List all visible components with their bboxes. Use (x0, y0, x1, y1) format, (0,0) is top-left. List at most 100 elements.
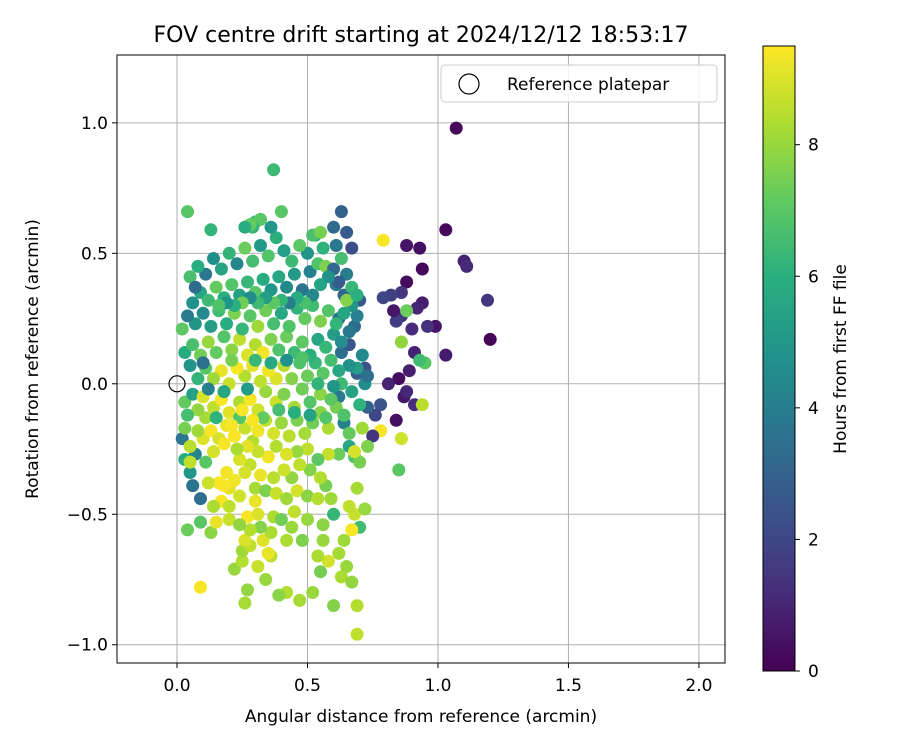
scatter-point (334, 335, 348, 349)
scatter-point (345, 523, 359, 537)
colorbar-gradient (762, 45, 796, 672)
scatter-point (306, 586, 320, 599)
scatter-point (389, 314, 403, 328)
scatter-point (324, 353, 338, 367)
scatter-point (350, 481, 364, 495)
legend-box (440, 64, 718, 103)
scatter-point (361, 369, 374, 383)
scatter-point (483, 332, 497, 346)
scatter-point (274, 306, 288, 320)
scatter-point (311, 453, 325, 466)
scatter-point (272, 270, 286, 284)
scatter-point (348, 445, 361, 459)
scatter-point (201, 476, 215, 490)
scatter-point (285, 520, 299, 534)
scatter-point (342, 426, 356, 440)
scatter-point (241, 583, 254, 597)
scatter-point (361, 439, 374, 453)
scatter-point (295, 382, 309, 396)
scatter-point (191, 259, 205, 273)
scatter-point (321, 304, 335, 318)
scatter-point (230, 442, 244, 456)
scatter-point (405, 322, 419, 336)
scatter-point (227, 429, 241, 443)
scatter-point (201, 293, 215, 307)
scatter-point (188, 280, 202, 294)
scatter-point (350, 309, 364, 323)
scatter-point (233, 489, 247, 503)
x-tick-label: 0.0 (163, 676, 190, 696)
scatter-point (251, 445, 265, 459)
scatter-point (394, 286, 408, 299)
scatter-point (374, 398, 388, 412)
scatter-point (366, 429, 380, 443)
x-axis-ticks: 0.0 0.5 1.0 1.5 2.0 (163, 663, 712, 696)
scatter-point (222, 513, 236, 526)
scatter-point (269, 486, 283, 500)
scatter-point (194, 515, 207, 529)
scatter-point (301, 489, 314, 503)
scatter-point (400, 385, 414, 399)
scatter-point (175, 432, 189, 446)
scatter-point (282, 429, 296, 443)
scatter-point (214, 262, 228, 276)
scatter-point (334, 570, 348, 584)
scatter-point (207, 499, 220, 513)
scatter-point (340, 293, 354, 307)
scatter-point (183, 455, 197, 469)
scatter-point (410, 301, 424, 315)
scatter-point (400, 304, 414, 318)
scatter-point (285, 254, 299, 268)
scatter-point (225, 278, 239, 292)
x-tick-label: 2.0 (685, 676, 712, 696)
scatter-point (277, 463, 291, 477)
scatter-point (334, 252, 348, 265)
scatter-point (376, 233, 390, 247)
scatter-point (204, 223, 218, 237)
scatter-point (327, 220, 341, 234)
scatter-point (183, 359, 197, 372)
scatter-point (261, 249, 275, 263)
legend-marker-icon (458, 73, 480, 95)
scatter-point (321, 554, 335, 568)
scatter-point (212, 299, 226, 312)
scatter-point (314, 565, 327, 579)
scatter-point (191, 372, 205, 386)
scatter-point (481, 293, 494, 307)
scatter-point (387, 304, 401, 318)
reference-marker (168, 375, 186, 393)
scatter-point (230, 257, 244, 271)
scatter-point (222, 246, 236, 260)
scatter-point (207, 372, 220, 386)
scatter-point (319, 411, 333, 425)
scatter-point (295, 351, 309, 365)
colorbar-tick-label: 0 (808, 662, 819, 682)
scatter-point (194, 580, 207, 594)
scatter-point (178, 395, 192, 409)
scatter-point (334, 346, 348, 359)
scatter-point (274, 205, 288, 219)
scatter-point (241, 439, 254, 453)
scatter-point (324, 492, 338, 506)
scatter-point (272, 343, 286, 357)
scatter-point (204, 424, 218, 438)
scatter-point (209, 515, 223, 529)
y-tick-label: −0.5 (67, 505, 108, 525)
scatter-point (259, 385, 273, 399)
scatter-point (256, 533, 270, 547)
scatter-point (186, 338, 200, 352)
scatter-point (316, 241, 330, 255)
scatter-point (295, 533, 309, 547)
scatter-point (316, 518, 330, 532)
scatter-point (460, 259, 474, 273)
scatter-point (277, 244, 291, 258)
scatter-point (243, 523, 257, 537)
scatter-point (301, 513, 314, 526)
scatter-point (241, 275, 254, 289)
scatter-point (256, 272, 270, 286)
scatter-point (238, 220, 252, 234)
scatter-point (227, 562, 241, 576)
scatter-point (233, 453, 247, 466)
